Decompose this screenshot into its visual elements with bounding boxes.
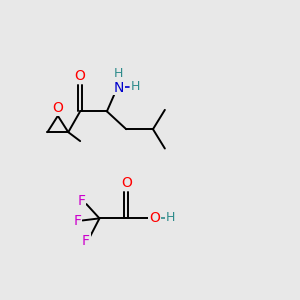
Text: O: O xyxy=(52,101,63,116)
Text: F: F xyxy=(82,234,90,248)
Text: F: F xyxy=(78,194,86,208)
Text: O: O xyxy=(121,176,132,190)
Text: H: H xyxy=(166,211,175,224)
Text: H: H xyxy=(130,80,140,93)
Text: H: H xyxy=(114,67,124,80)
Text: O: O xyxy=(75,69,86,83)
Text: O: O xyxy=(149,212,160,225)
Text: N: N xyxy=(114,81,124,94)
Text: F: F xyxy=(73,214,81,228)
